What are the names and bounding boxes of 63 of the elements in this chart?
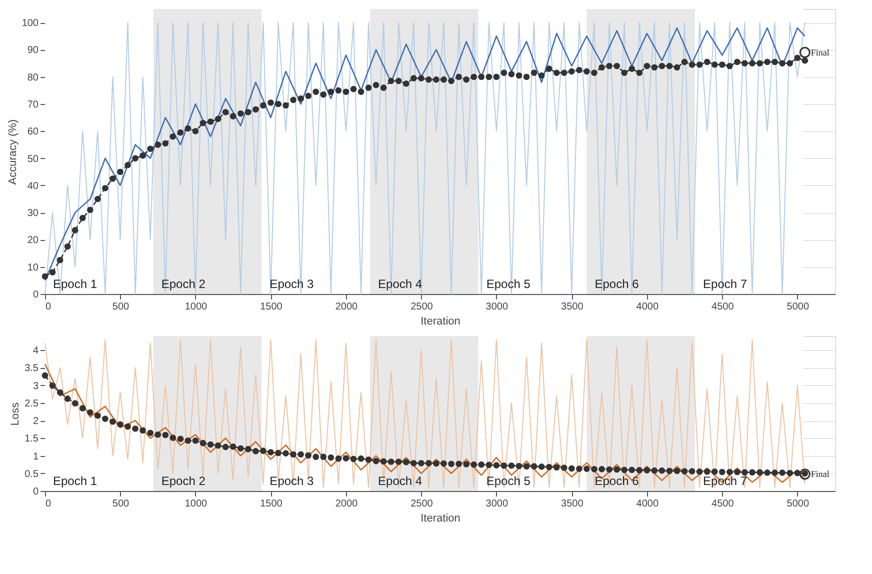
y-tick-label: 1 (32, 451, 39, 462)
y-tick-label: 80 (27, 72, 39, 84)
x-tick-label: 1000 (184, 302, 208, 312)
y-tick-label: 3.5 (24, 363, 39, 374)
y-tick-label: 70 (27, 100, 39, 110)
y-tick-label: 20 (27, 235, 39, 246)
x-tick-label: 4500 (712, 302, 734, 312)
band-label: Epoch 2 (161, 277, 206, 291)
band-label: Epoch 6 (594, 474, 640, 488)
x-tick-label: 4500 (712, 498, 734, 510)
x-tick-label: 1000 (184, 498, 208, 510)
x-tick-label: 2500 (410, 302, 434, 312)
x-tick-label: 1500 (260, 302, 283, 312)
y-tick-label: 100 (22, 18, 39, 30)
x-tick-label: 3500 (561, 302, 584, 312)
y-tick-label: 0 (32, 290, 39, 300)
x-tick-label: 2000 (335, 302, 358, 312)
x-tick-label: 5000 (786, 302, 810, 312)
y-tick-label: 40 (27, 180, 39, 192)
x-tick-label: 0 (46, 498, 52, 510)
x-tick-label: 0 (46, 302, 52, 312)
band-label: Epoch 6 (594, 277, 640, 291)
band-label: Epoch 4 (378, 277, 422, 291)
x-tick-label: 5000 (786, 498, 810, 510)
annotation: Final (810, 47, 830, 58)
x-tick-label: 500 (112, 498, 130, 510)
x-tick-label: 500 (112, 302, 130, 312)
y-tick-label: 2.5 (24, 398, 39, 410)
y-tick-label: 0.5 (24, 468, 39, 480)
band-label: Epoch 7 (703, 277, 748, 291)
band-label: Epoch 3 (270, 277, 314, 291)
x-tick-label: 4000 (636, 498, 659, 510)
y-tick-label: 30 (27, 208, 39, 220)
x-axis-title: Iteration (420, 316, 460, 328)
y-tick-label: 60 (27, 126, 39, 138)
x-tick-label: 2000 (335, 498, 358, 510)
x-axis-title: Iteration (420, 512, 460, 524)
band-label: Epoch 7 (703, 474, 748, 488)
x-tick-label: 3000 (486, 302, 508, 312)
band-label: Epoch 1 (53, 277, 98, 291)
y-tick-label: 10 (27, 262, 39, 274)
band-label: Epoch 4 (378, 474, 422, 488)
y-tick-label: 0 (32, 486, 39, 498)
y-axis-title: Accuracy (%) (6, 119, 19, 185)
y-tick-label: 3 (32, 380, 39, 392)
y-tick-label: 50 (27, 154, 39, 165)
line-series (44, 339, 806, 488)
x-tick-label: 1500 (260, 498, 283, 510)
band-label: Epoch 3 (270, 474, 314, 488)
y-axis-title: Loss (10, 402, 22, 426)
x-tick-label: 3500 (561, 498, 584, 510)
x-tick-label: 4000 (636, 302, 659, 312)
annotation: Final (810, 469, 830, 480)
y-tick-label: 4 (32, 346, 39, 357)
band-label: Epoch 5 (486, 474, 531, 488)
band-label: Epoch 5 (486, 277, 531, 291)
band-label: Epoch 2 (161, 474, 206, 488)
band-label: Epoch 1 (53, 474, 98, 488)
y-tick-label: 2 (32, 416, 39, 428)
y-tick-label: 90 (27, 45, 39, 56)
x-tick-label: 2500 (410, 498, 434, 510)
x-tick-label: 3000 (486, 498, 508, 510)
y-tick-label: 1.5 (24, 434, 39, 445)
